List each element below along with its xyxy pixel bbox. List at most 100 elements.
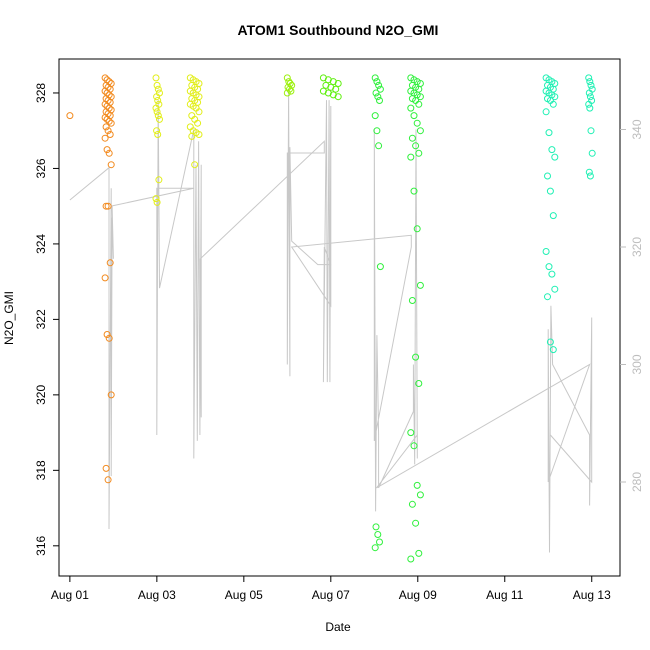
data-point [153,93,161,101]
series-line [69,88,593,553]
plot-frame [58,58,621,577]
data-point [412,519,420,527]
data-point [415,100,423,108]
data-point [371,544,379,552]
data-point [371,112,379,120]
y-axis: 316 318 320 322 324 326 328 [34,83,59,556]
data-point [188,132,196,140]
data-point [103,331,111,338]
data-point [407,104,415,112]
data-point [101,87,109,95]
data-point [107,391,115,399]
data-point [585,74,593,82]
data-point [373,127,381,135]
data-point [154,131,162,138]
data-point [101,134,109,142]
x-tick-label: Aug 01 [51,588,89,602]
data-point [334,93,342,101]
data-point [101,74,109,82]
data-point [372,89,380,97]
data-point [548,146,556,154]
data-point [376,263,384,271]
data-point [588,149,596,157]
data-point [549,346,557,354]
data-point [545,263,553,271]
data-point [154,97,162,104]
data-point [587,81,595,89]
data-point [551,153,559,161]
y2-tick-label: 300 [630,354,644,374]
data-point [544,172,551,180]
y-tick-label: 318 [34,460,48,480]
data-point [586,93,594,101]
data-point [194,119,202,127]
y-tick-label: 316 [34,535,48,555]
data-point [412,142,420,150]
data-point [373,78,381,86]
x-axis: Aug 01 Aug 03 Aug 05 Aug 07 Aug 09 Aug 11 Aug … [51,576,611,602]
data-point [407,429,415,437]
data-point [195,131,203,138]
data-point [585,168,593,176]
data-point [416,93,424,101]
data-point [408,500,416,508]
data-point [154,85,162,93]
x-tick-label: Aug 05 [225,588,263,602]
data-point [407,555,415,563]
data-point [415,149,423,157]
data-point [103,146,111,154]
data-point [283,89,291,97]
data-point [376,538,383,546]
y-tick-label: 326 [34,158,48,178]
data-point [332,85,340,93]
data-point [413,481,421,489]
y-tick-label: 322 [34,309,48,329]
y2-tick-label: 340 [630,119,644,139]
data-point [101,274,109,282]
data-point [102,123,110,131]
data-point [104,476,112,484]
data-point [287,87,295,95]
data-point [107,119,115,127]
chart-title: ATOM1 Southbound N2O_GMI [238,22,439,38]
y-tick-label: 324 [34,234,48,254]
data-point [415,380,423,387]
data-point [376,97,383,104]
x-axis-title: Date [325,620,351,634]
data-point [415,549,423,557]
y-tick-label: 320 [34,385,48,405]
y2-tick-label: 280 [630,472,644,492]
data-point [587,127,595,135]
data-point [413,225,421,233]
data-point [413,119,421,127]
data-point [155,176,163,184]
data-point [586,172,594,180]
data-point [408,134,416,142]
data-point [549,100,557,108]
data-point [104,127,112,135]
data-point [191,161,199,169]
data-point [416,281,424,289]
y-axis-title: N2O_GMI [2,291,16,345]
data-point [286,85,293,93]
y2-axis: 280 300 320 340 [620,119,644,492]
data-point [153,108,161,116]
data-point [371,74,379,82]
data-point [156,115,163,123]
data-point [334,80,342,87]
data-point [407,153,415,161]
x-tick-label: Aug 09 [399,588,437,602]
data-point [551,285,559,293]
data-point [376,85,384,93]
data-point [154,112,162,120]
data-point [105,334,113,342]
data-point [105,117,113,125]
data-point [106,259,114,267]
data-point [103,115,111,123]
data-point [106,131,114,138]
data-point [101,100,109,108]
x-tick-label: Aug 03 [138,588,176,602]
data-point [585,100,593,108]
data-point [66,112,74,120]
